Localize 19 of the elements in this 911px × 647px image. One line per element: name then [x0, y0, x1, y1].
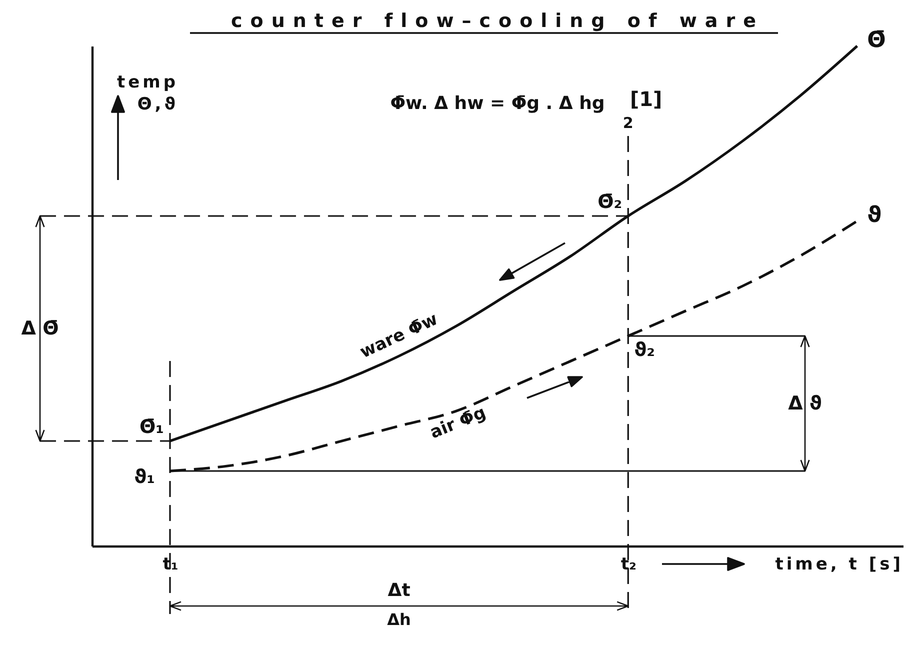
ref-line-label: Θ̄₁: [140, 416, 164, 438]
series-label: ϑ: [867, 203, 882, 228]
ref-line-label: 2: [622, 114, 634, 132]
ref-line-label: Θ̄₂: [598, 191, 622, 213]
text: Φ̄w. Δ hw = Φ̄g . Δ hg: [390, 93, 605, 114]
text: Δt: [388, 580, 411, 601]
annotation: ware Φ̄w: [357, 309, 442, 363]
annotation: Δ ϑ: [788, 392, 822, 414]
annotation: [1]: [630, 87, 662, 111]
text: Δh: [387, 610, 411, 629]
annotation: air Φ̄g: [427, 402, 489, 444]
y-axis-title: temp Θ,ϑ: [116, 72, 178, 114]
chart-title: counter flow–cooling of ware: [231, 10, 764, 32]
x-axis-title: time, t [s]: [775, 554, 904, 574]
ref-line-label: ϑ₂: [634, 339, 655, 361]
text: Δ Θ̄: [21, 318, 59, 340]
ref-line-label: ϑ₁: [134, 466, 155, 488]
x-tick-label: t₂: [620, 554, 636, 574]
series-label: Θ̄: [867, 28, 886, 53]
